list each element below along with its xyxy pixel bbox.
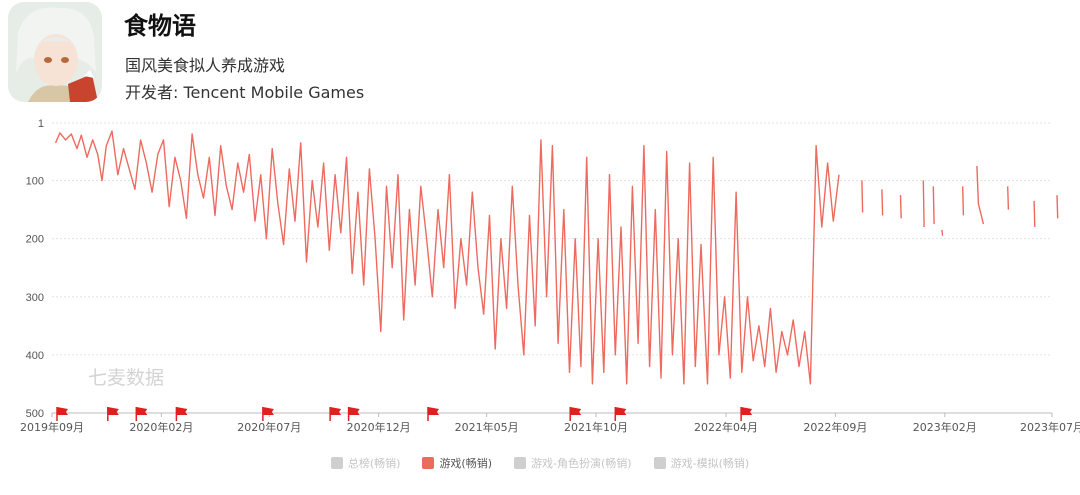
- watermark: 七麦数据: [88, 367, 164, 389]
- series-segment: [1056, 195, 1059, 219]
- legend-label: 游戏-角色扮演(畅销): [531, 457, 632, 470]
- event-flag[interactable]: [569, 407, 582, 421]
- x-tick-label: 2021年10月: [564, 420, 628, 434]
- series-segment: [932, 186, 935, 225]
- series-segment: [976, 165, 985, 225]
- x-tick-label: 2022年04月: [694, 420, 758, 434]
- flag-banner: [741, 407, 753, 415]
- y-tick-label: 300: [26, 292, 44, 304]
- legend-label: 游戏-模拟(畅销): [670, 457, 750, 470]
- legend-item[interactable]: 游戏-角色扮演(畅销): [514, 455, 632, 471]
- y-axis-ticks: 1 100 200 300 400 500: [26, 118, 44, 420]
- event-flag[interactable]: [614, 407, 627, 421]
- chart-legend: 总榜(畅销) 游戏(畅销) 游戏-角色扮演(畅销) 游戏-模拟(畅销): [0, 454, 1080, 472]
- series-lines: [54, 130, 1059, 385]
- x-axis-ticks: 2019年09月 2020年02月 2020年07月 2020年12月 2021年05月…: [20, 413, 1080, 434]
- x-tick-label: 2023年02月: [913, 420, 977, 434]
- y-tick-label: 400: [26, 350, 44, 362]
- event-flags: [56, 407, 753, 421]
- flag-banner: [348, 407, 360, 415]
- y-tick-label: 500: [26, 408, 44, 420]
- event-flag[interactable]: [427, 407, 439, 421]
- app-title: 食物语: [124, 12, 196, 40]
- legend-item[interactable]: 游戏(畅销): [422, 455, 492, 471]
- flag-banner: [428, 407, 439, 415]
- legend-swatch: [330, 457, 343, 469]
- x-tick-label: 2020年02月: [129, 420, 193, 434]
- event-flag[interactable]: [329, 407, 342, 421]
- legend-label: 游戏(畅销): [439, 457, 493, 470]
- flag-banner: [262, 407, 274, 415]
- x-tick-label: 2019年09月: [20, 420, 84, 434]
- x-tick-label: 2021年05月: [455, 420, 519, 434]
- app-header: 食物语 国风美食拟人养成游戏 开发者: Tencent Mobile Games: [0, 0, 1080, 112]
- flag-banner: [57, 407, 68, 415]
- series-segment: [861, 180, 864, 213]
- y-tick-label: 1: [38, 118, 44, 130]
- event-flag[interactable]: [740, 407, 753, 421]
- series-segment: [899, 195, 902, 219]
- app-subtitle: 国风美食拟人养成游戏: [125, 56, 286, 75]
- x-tick-label: 2022年09月: [803, 420, 867, 434]
- app-developer: 开发者: Tencent Mobile Games: [125, 83, 365, 102]
- legend-swatch: [422, 457, 435, 469]
- app-icon[interactable]: [8, 2, 102, 102]
- y-tick-label: 200: [26, 234, 44, 246]
- legend-item[interactable]: 游戏-模拟(畅销): [653, 455, 750, 471]
- series-segment: [1033, 200, 1036, 228]
- event-flag[interactable]: [56, 407, 68, 421]
- legend-label: 总榜(畅销): [347, 457, 401, 470]
- legend-swatch: [653, 457, 666, 469]
- legend-item[interactable]: 总榜(畅销): [330, 455, 401, 471]
- series-segment: [1007, 186, 1010, 210]
- chart-grid: [52, 122, 1052, 414]
- flag-banner: [615, 407, 627, 415]
- series-line: [54, 130, 840, 385]
- series-segment: [962, 186, 965, 216]
- y-tick-label: 100: [26, 176, 44, 188]
- ranking-chart: 七麦数据 1 100 200 300 400 500 2019年09月 2020年02月 20…: [0, 112, 1080, 495]
- flag-banner: [107, 407, 119, 415]
- series-segment: [922, 180, 925, 228]
- flag-banner: [570, 407, 582, 415]
- series-segment: [881, 189, 884, 216]
- legend-swatch: [514, 457, 527, 469]
- event-flag[interactable]: [262, 407, 274, 421]
- event-flag[interactable]: [107, 407, 119, 421]
- flag-banner: [136, 407, 148, 415]
- flag-banner: [176, 407, 188, 415]
- flag-banner: [330, 407, 342, 415]
- x-tick-label: 2020年07月: [237, 420, 301, 434]
- series-segment: [941, 229, 944, 236]
- x-tick-label: 2020年12月: [347, 420, 411, 434]
- event-flag[interactable]: [135, 407, 148, 421]
- x-tick-label: 2023年07月: [1020, 420, 1080, 434]
- event-flag[interactable]: [347, 407, 360, 421]
- event-flag[interactable]: [175, 407, 188, 421]
